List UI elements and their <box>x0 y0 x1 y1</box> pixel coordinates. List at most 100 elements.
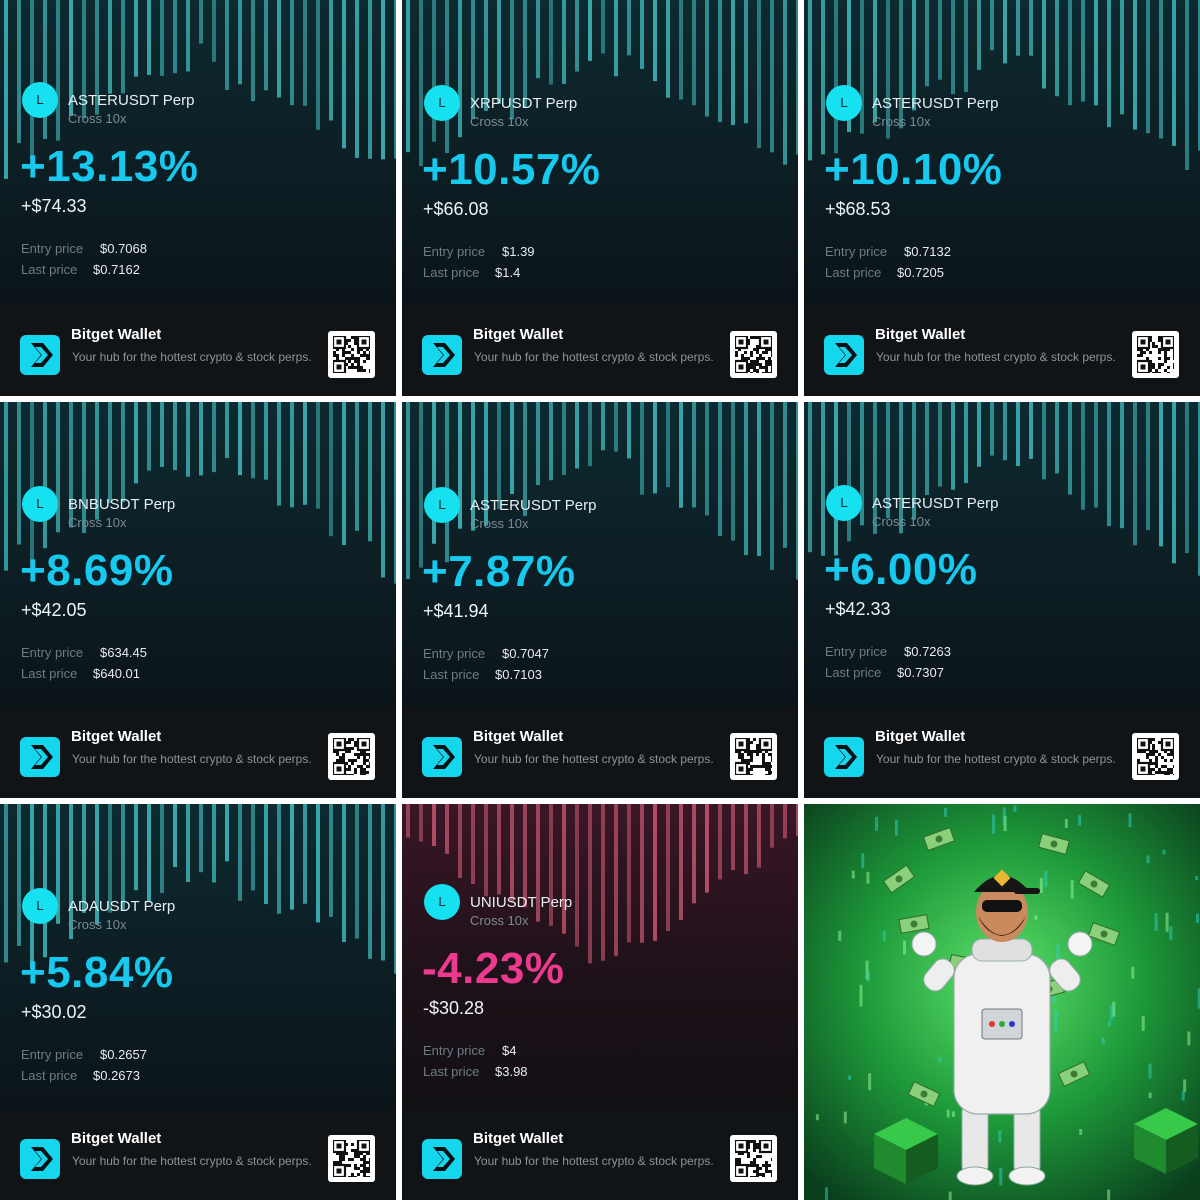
pnl-card: L BNBUSDT Perp Cross 10x +8.69% +$42.05 Entry… <box>0 402 396 798</box>
stripe <box>925 402 929 495</box>
glow-particle <box>1039 877 1043 893</box>
entry-price-label: Entry price <box>21 1047 84 1062</box>
margin-mode: Cross 10x <box>68 917 127 932</box>
qr-code-icon[interactable] <box>730 1135 777 1182</box>
stripe <box>692 804 696 904</box>
last-price-value: $0.7162 <box>93 262 140 277</box>
glow-particle <box>1056 943 1060 960</box>
money-bill-icon <box>1038 833 1070 855</box>
qr-code-icon[interactable] <box>328 1135 375 1182</box>
stripe <box>316 0 320 130</box>
entry-price-label: Entry price <box>21 645 84 660</box>
stripe <box>666 402 670 488</box>
entry-price-value: $634.45 <box>100 645 147 660</box>
qr-code-icon[interactable] <box>1132 733 1179 780</box>
roi-percent: +13.13% <box>20 142 199 191</box>
pnl-amount: +$42.33 <box>825 599 891 619</box>
stripe <box>977 0 981 70</box>
qr-code-icon[interactable] <box>328 733 375 780</box>
stripe <box>601 0 605 54</box>
stripe <box>1172 0 1176 146</box>
stripe <box>251 402 255 479</box>
roi-percent: +5.84% <box>20 948 174 997</box>
glow-particle <box>838 930 842 941</box>
stripe <box>549 402 553 481</box>
stripe <box>627 402 631 459</box>
stripe <box>964 0 968 92</box>
stripe <box>4 804 8 963</box>
stripe-pattern-decoration <box>402 402 798 708</box>
last-price-value: $1.4 <box>495 265 521 280</box>
stripe <box>445 402 449 563</box>
stripe <box>744 402 748 556</box>
pnl-amount: +$74.33 <box>21 196 87 216</box>
stripe <box>614 804 618 956</box>
stripe <box>342 804 346 943</box>
stripe <box>303 804 307 904</box>
stripe <box>1042 402 1046 480</box>
glow-particle <box>882 931 886 941</box>
stripe <box>731 804 735 871</box>
stripe <box>1094 402 1098 508</box>
stripe <box>757 0 761 149</box>
glow-particle <box>843 1111 847 1124</box>
stripe <box>1120 402 1124 529</box>
stripe <box>536 0 540 79</box>
stripe <box>471 402 475 531</box>
stripe <box>536 402 540 485</box>
stripe <box>277 0 281 98</box>
stripe <box>160 402 164 467</box>
qr-code-icon[interactable] <box>1132 331 1179 378</box>
glow-particle <box>1034 915 1038 920</box>
stripe <box>394 0 396 159</box>
pnl-card: L XRPUSDT Perp Cross 10x +10.57% +$66.08 Entr… <box>402 0 798 396</box>
stripe <box>847 0 851 133</box>
pnl-amount: +$68.53 <box>825 199 891 219</box>
pair-name: ADAUSDT Perp <box>68 898 176 915</box>
sunglasses-icon <box>982 900 1022 912</box>
entry-price-label: Entry price <box>21 241 84 256</box>
stripe <box>160 804 164 894</box>
glow-particle <box>1169 926 1173 940</box>
pair-name: ASTERUSDT Perp <box>470 497 597 514</box>
stripe <box>860 0 864 134</box>
glow-particle <box>1108 1020 1112 1027</box>
stripe <box>990 0 994 51</box>
stripe <box>173 0 177 74</box>
stripe <box>251 804 255 891</box>
stripe <box>510 402 514 494</box>
qr-code-icon[interactable] <box>730 733 777 780</box>
glow-particle <box>875 816 879 831</box>
glow-particle <box>1165 912 1169 932</box>
pair-name: BNBUSDT Perp <box>68 496 176 513</box>
glow-particle <box>866 871 870 884</box>
last-price-label: Last price <box>21 666 78 681</box>
qr-code-icon[interactable] <box>730 331 777 378</box>
stripe <box>134 0 138 77</box>
brand-tagline: Your hub for the hottest crypto & stock … <box>876 350 1116 364</box>
stripe <box>549 0 553 85</box>
stripe <box>82 402 86 534</box>
stripe <box>199 0 203 44</box>
avatar: L <box>22 888 58 924</box>
stripe-pattern-decoration <box>804 402 1200 708</box>
money-bill-icon <box>1057 1061 1091 1087</box>
stripe <box>238 402 242 476</box>
stripe <box>238 804 242 901</box>
stripe <box>1003 0 1007 64</box>
glow-particle <box>1013 805 1017 813</box>
glow-particle <box>815 1114 819 1121</box>
qr-code-icon[interactable] <box>328 331 375 378</box>
stripe <box>770 402 774 570</box>
bitget-wallet-logo-icon <box>20 335 60 375</box>
stripe <box>17 402 21 545</box>
pnl-amount: +$66.08 <box>423 199 489 219</box>
stripe <box>303 0 307 106</box>
stripe <box>432 804 436 847</box>
stripe <box>225 804 229 862</box>
stripe <box>808 402 812 553</box>
entry-price-value: $0.7263 <box>904 644 951 659</box>
stripe <box>1081 402 1085 510</box>
pnl-card: L ASTERUSDT Perp Cross 10x +13.13% +$74.33 En… <box>0 0 396 396</box>
